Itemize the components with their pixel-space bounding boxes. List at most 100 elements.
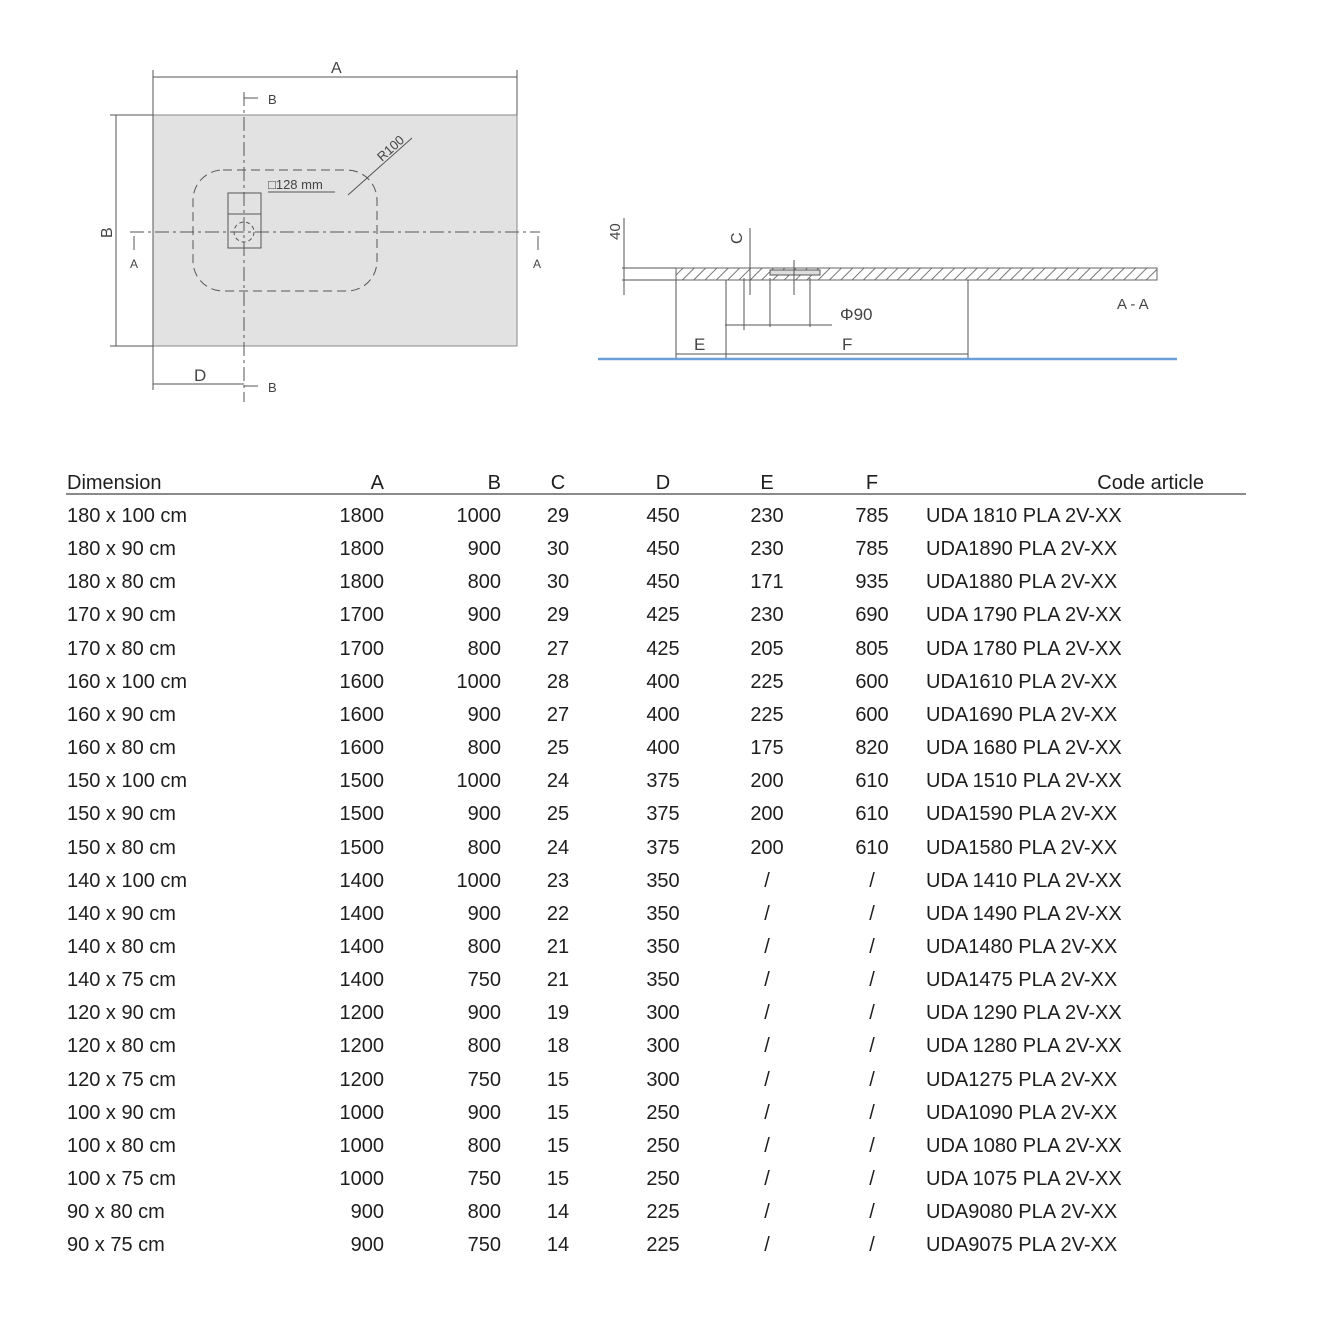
section-b-top-label: B [268,92,277,107]
cell-dimension: 100 x 75 cm [67,1168,176,1190]
cell-dimension: 180 x 80 cm [67,571,176,594]
cell-e: / [764,1068,770,1091]
cell-b: 900 [467,538,501,561]
cell-d: 250 [646,1168,680,1190]
cell-e: / [764,902,770,925]
cell-a: 900 [350,1234,384,1257]
cell-d: 400 [646,703,680,726]
cell-f: / [869,869,875,892]
cell-b: 800 [467,1035,501,1058]
cell-dimension: 140 x 75 cm [67,969,176,992]
cell-d: 375 [646,770,680,793]
cell-e: / [764,1201,770,1224]
cell-f: / [869,1002,875,1025]
cell-f: 600 [855,703,889,726]
cell-code-article: UDA1275 PLA 2V-XX [926,1068,1118,1091]
cell-b: 800 [467,836,501,859]
cell-dimension: 120 x 75 cm [67,1068,176,1091]
cell-c: 30 [546,538,570,561]
cell-code-article: UDA 1510 PLA 2V-XX [926,770,1122,793]
cell-e: / [764,1134,770,1157]
cell-a: 1200 [339,1068,385,1091]
technical-drawing: A B D B B A A □128 mm R100 40 C Φ90 [99,60,1177,402]
cell-c: 15 [546,1134,570,1157]
cell-c: 15 [546,1101,570,1124]
cell-c: 21 [546,969,570,992]
section-title: A - A [1117,296,1149,313]
cell-b: 750 [467,969,501,992]
cell-f: / [869,935,875,958]
header-d: D [655,472,671,494]
cell-a: 1500 [339,836,385,859]
drain-icon [233,221,255,243]
cell-d: 350 [646,969,680,992]
cell-dimension: 180 x 90 cm [67,538,176,561]
header-f: F [865,472,879,494]
cell-d: 225 [646,1201,680,1224]
cell-code-article: UDA 1280 PLA 2V-XX [926,1035,1122,1058]
cell-b: 750 [467,1168,501,1190]
cell-d: 350 [646,869,680,892]
dim-a-label: A [331,60,342,77]
dim-f-label: F [842,335,852,354]
cell-a: 1400 [339,869,385,892]
cell-b: 800 [467,571,501,594]
cell-code-article: UDA1890 PLA 2V-XX [926,538,1118,561]
cell-e: 205 [750,637,784,660]
cell-e: / [764,1035,770,1058]
cell-b: 750 [467,1234,501,1257]
cell-c: 24 [546,836,570,859]
cell-d: 225 [646,1234,680,1257]
cell-c: 22 [546,902,570,925]
cell-code-article: UDA1690 PLA 2V-XX [926,703,1118,726]
cell-f: / [869,969,875,992]
cell-e: 171 [750,571,784,594]
cell-f: 610 [855,803,889,826]
cell-a: 1400 [339,935,385,958]
cell-dimension: 160 x 90 cm [67,703,176,726]
cell-e: 225 [750,670,784,693]
cell-code-article: UDA 1490 PLA 2V-XX [926,902,1122,925]
cell-a: 1600 [339,737,385,760]
cell-code-article: UDA1090 PLA 2V-XX [926,1101,1118,1124]
section-view [598,218,1177,361]
cell-code-article: UDA1580 PLA 2V-XX [926,836,1118,859]
cell-dimension: 150 x 100 cm [67,770,188,793]
cell-f: 610 [855,770,889,793]
cell-d: 450 [646,505,680,527]
cell-a: 1200 [339,1002,385,1025]
cell-e: 230 [750,538,784,561]
cell-d: 350 [646,902,680,925]
cell-c: 14 [546,1234,570,1257]
cell-e: / [764,869,770,892]
cell-c: 18 [546,1035,570,1058]
cell-c: 27 [546,637,570,660]
cell-c: 25 [546,803,570,826]
cell-b: 1000 [456,670,502,693]
cell-b: 900 [467,604,501,627]
cell-d: 400 [646,670,680,693]
cell-c: 28 [546,670,570,693]
cell-c: 19 [546,1002,570,1025]
cell-dimension: 160 x 80 cm [67,737,176,760]
cell-dimension: 180 x 100 cm [67,505,188,527]
cell-dimension: 150 x 80 cm [67,836,176,859]
cell-b: 800 [467,1201,501,1224]
cell-dimension: 100 x 90 cm [67,1101,176,1124]
cell-e: 175 [750,737,784,760]
cell-b: 1000 [456,770,502,793]
cell-d: 300 [646,1002,680,1025]
drain-zone [192,169,378,292]
cell-code-article: UDA1610 PLA 2V-XX [926,670,1118,693]
cell-d: 250 [646,1101,680,1124]
cell-a: 1400 [339,969,385,992]
cell-e: / [764,969,770,992]
cell-c: 21 [546,935,570,958]
cell-e: / [764,1101,770,1124]
cell-e: 230 [750,505,784,527]
drain-square [227,192,262,249]
cell-dimension: 140 x 90 cm [67,902,176,925]
cell-c: 29 [546,604,570,627]
dim-e-label: E [694,335,705,354]
cell-b: 1000 [456,505,502,527]
